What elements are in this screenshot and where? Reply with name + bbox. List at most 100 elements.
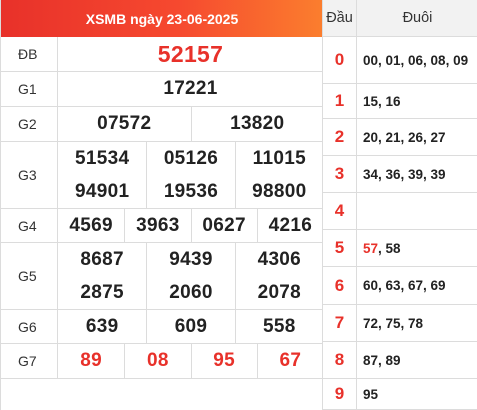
loto-tail-values: 95 (363, 386, 379, 402)
loto-tails: 95 (357, 379, 477, 409)
loto-row: 2 20, 21, 26, 27 (323, 119, 477, 156)
loto-tail-values: 60, 63, 67, 69 (363, 278, 446, 293)
prize-number: 609 (146, 310, 234, 343)
prize-number: 67 (256, 344, 323, 378)
prize-row: G1 17221 (1, 72, 323, 107)
loto-tail-values: 72, 75, 78 (363, 315, 424, 331)
loto-tails: 57, 58 (357, 230, 477, 266)
prize-number: 98800 (234, 175, 323, 208)
prize-row: ĐB 52157 (1, 37, 323, 72)
prize-row: G4 4569 3963 0627 4216 (1, 209, 323, 243)
prize-number: 4216 (256, 209, 323, 242)
prize-numbers: 52157 (58, 37, 323, 71)
prize-row: G6 639 609 558 (1, 310, 323, 344)
loto-head-digit: 8 (323, 342, 357, 378)
loto-tail-column-label: Đuôi (402, 9, 433, 26)
loto-row: 1 15, 16 (323, 84, 477, 119)
prize-number-line: 17221 (58, 72, 323, 106)
loto-tails: 87, 89 (357, 342, 477, 378)
loto-tails-text: 20, 21, 26, 27 (363, 129, 446, 146)
prize-number: 05126 (146, 142, 234, 175)
prize-numbers: 8687 9439 4306 2875 2060 2078 (58, 243, 323, 309)
loto-tails-text: 34, 36, 39, 39 (363, 166, 446, 183)
prize-number: 19536 (146, 175, 234, 208)
prize-number-line: 07572 13820 (58, 107, 323, 141)
prize-number: 94901 (74, 180, 130, 202)
loto-row: 9 95 (323, 379, 477, 410)
prize-number-line: 639 609 558 (58, 310, 323, 343)
loto-tails: 34, 36, 39, 39 (357, 156, 477, 192)
loto-tails-text: 15, 16 (363, 93, 401, 110)
prize-number: 51534 (74, 147, 130, 169)
prize-row: G3 51534 05126 11015 94901 19536 98800 (1, 142, 323, 209)
prize-number: 13820 (190, 107, 324, 141)
loto-row: 8 87, 89 (323, 342, 477, 379)
loto-tails-text: 95 (363, 386, 378, 403)
results-title: XSMB ngày 23-06-2025 (85, 10, 239, 27)
loto-tails: 60, 63, 67, 69 (357, 267, 477, 304)
loto-tails-text: 57, 58 (363, 240, 401, 257)
results-header: XSMB ngày 23-06-2025 (1, 0, 323, 37)
loto-tails (357, 193, 477, 229)
prize-number-line: 4569 3963 0627 4216 (58, 209, 323, 242)
loto-tails: 15, 16 (357, 84, 477, 118)
prize-number: 17221 (163, 78, 218, 99)
prize-number: 07572 (97, 113, 152, 134)
prize-numbers: 639 609 558 (58, 310, 323, 343)
prize-label: G3 (1, 142, 58, 208)
results-table: XSMB ngày 23-06-2025 ĐB 52157 G1 17221 G2 075… (0, 0, 323, 410)
loto-head-digit: 3 (323, 156, 357, 192)
prize-number: 52157 (157, 40, 224, 67)
prize-number: 0627 (190, 209, 257, 242)
loto-head-column-label: Đầu (323, 0, 357, 36)
loto-head-digit: 9 (323, 379, 357, 409)
prize-number: 4569 (69, 214, 113, 236)
loto-head-digit: 0 (323, 37, 357, 83)
prize-label: G1 (1, 72, 58, 106)
loto-tail-values: 00, 01, 06, 08, 09 (363, 52, 469, 68)
loto-tails-text: 87, 89 (363, 352, 401, 369)
prize-number-line: 2875 2060 2078 (58, 276, 323, 309)
prize-numbers: 89 08 95 67 (58, 344, 323, 378)
loto-tails: 20, 21, 26, 27 (357, 119, 477, 155)
loto-tails: 00, 01, 06, 08, 09 (357, 37, 477, 83)
loto-tails: 72, 75, 78 (357, 305, 477, 341)
prize-label: G6 (1, 310, 58, 343)
loto-row: 7 72, 75, 78 (323, 305, 477, 342)
prize-number-line: 89 08 95 67 (58, 344, 323, 378)
prize-label: G5 (1, 243, 58, 309)
loto-head-digit: 4 (323, 193, 357, 229)
loto-tail-values: 15, 16 (363, 93, 401, 109)
loto-tail-values: 87, 89 (363, 352, 401, 368)
prize-number: 08 (124, 344, 190, 378)
loto-head-digit: 2 (323, 119, 357, 155)
loto-head-digit: 7 (323, 305, 357, 341)
prize-number-line: 8687 9439 4306 (58, 243, 323, 276)
loto-tails-text: 72, 75, 78 (363, 315, 423, 332)
loto-tail-values: 20, 21, 26, 27 (363, 129, 446, 145)
prize-row: G7 89 08 95 67 (1, 344, 323, 379)
prize-number: 2875 (80, 281, 124, 303)
loto-head-digit: 5 (323, 230, 357, 266)
loto-table: Đầu Đuôi 0 00, 01, 06, 08, 09 1 15, 16 2 20, 21… (322, 0, 477, 410)
loto-header-row: Đầu Đuôi (323, 0, 477, 37)
loto-head-digit: 1 (323, 84, 357, 118)
prize-number: 4306 (234, 243, 323, 276)
prize-number: 3963 (124, 209, 190, 242)
prize-number: 8687 (80, 248, 124, 270)
prize-label: ĐB (1, 37, 58, 71)
prize-label: G7 (1, 344, 58, 378)
loto-row: 4 (323, 193, 477, 230)
prize-number: 639 (85, 315, 119, 337)
prize-number: 95 (190, 344, 257, 378)
loto-tail-values: , 58 (378, 240, 401, 256)
prize-label: G4 (1, 209, 58, 242)
prize-number: 11015 (234, 142, 323, 175)
prize-number-line: 94901 19536 98800 (58, 175, 323, 208)
prize-number-line: 51534 05126 11015 (58, 142, 323, 175)
prize-number: 9439 (146, 243, 234, 276)
loto-head-digit: 6 (323, 267, 357, 304)
prize-row: G2 07572 13820 (1, 107, 323, 142)
loto-row: 5 57, 58 (323, 230, 477, 267)
prize-number: 89 (80, 350, 102, 371)
